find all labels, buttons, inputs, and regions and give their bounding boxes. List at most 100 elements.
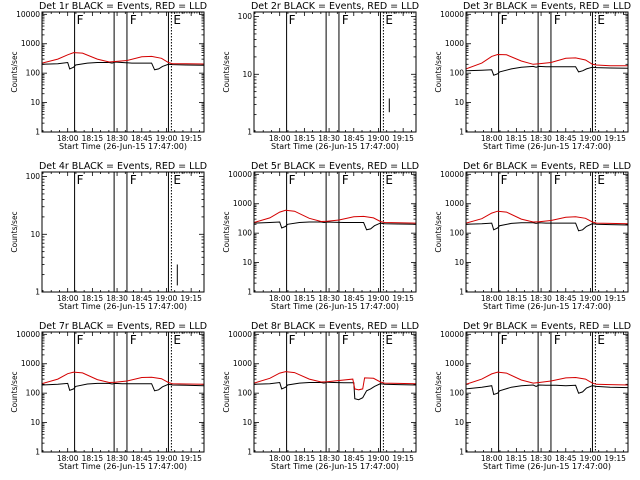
plot-area	[42, 371, 204, 392]
y-axis-label: Counts/sec	[434, 211, 443, 252]
plot-frame	[253, 331, 417, 453]
x-tick-label: 18:00	[481, 134, 503, 143]
x-tick-label: 18:30	[318, 294, 340, 303]
event-flag: F	[77, 173, 84, 187]
event-flag: F	[554, 333, 561, 347]
plot-area	[42, 52, 204, 71]
x-tick-label: 18:15	[82, 294, 104, 303]
x-tick-label: 18:30	[106, 134, 128, 143]
lld-series-line	[42, 52, 204, 65]
x-tick-label: 19:00	[368, 454, 390, 463]
x-tick-label: 18:45	[555, 454, 577, 463]
chart-title: Det 8r BLACK = Events, RED = LLD	[251, 321, 419, 332]
event-flag: F	[77, 13, 84, 27]
chart-panel: Det 7r BLACK = Events, RED = LLD 1 10 100 10…	[10, 321, 207, 471]
x-tick-label: 18:15	[506, 134, 528, 143]
chart-title: Det 1r BLACK = Events, RED = LLD	[39, 1, 207, 12]
event-flag: F	[554, 13, 561, 27]
x-tick-label: 18:45	[343, 454, 365, 463]
x-tick-label: 18:30	[106, 294, 128, 303]
y-tick-label: 100	[26, 69, 41, 78]
x-tick-label: 19:15	[604, 294, 626, 303]
chart-panel: Det 1r BLACK = Events, RED = LLD 1 10 100 10…	[10, 1, 207, 151]
chart-panel: Det 5r BLACK = Events, RED = LLD 1 10 100 10…	[222, 161, 419, 311]
event-flag: F	[289, 173, 296, 187]
chart-panel: Det 6r BLACK = Events, RED = LLD 1 10 100 10…	[434, 161, 631, 311]
event-flag: E	[173, 333, 181, 347]
y-tick-label: 100	[450, 229, 465, 238]
y-tick-label: 100	[26, 172, 41, 181]
y-tick-label: 10000	[440, 330, 464, 339]
y-tick-label: 100	[26, 389, 41, 398]
x-tick-label: 18:00	[269, 134, 291, 143]
y-tick-label: 10	[454, 98, 464, 107]
chart-panel: Det 8r BLACK = Events, RED = LLD 1 10 100 10…	[222, 321, 419, 471]
y-tick-label: 1000	[21, 359, 40, 368]
y-tick-label: 10	[242, 70, 252, 79]
x-tick-label: 19:00	[368, 294, 390, 303]
x-tick-label: 18:30	[318, 134, 340, 143]
events-series-line	[466, 384, 628, 396]
chart-title: Det 6r BLACK = Events, RED = LLD	[463, 161, 631, 172]
y-axis-label: Counts/sec	[222, 51, 231, 92]
y-tick-label: 10	[242, 258, 252, 267]
event-flag: F	[501, 13, 508, 27]
chart-title: Det 2r BLACK = Events, RED = LLD	[251, 1, 419, 12]
y-axis-label: Counts/sec	[222, 371, 231, 412]
y-tick-label: 1000	[233, 199, 252, 208]
plot-frame	[253, 171, 417, 293]
y-tick-label: 1	[35, 128, 40, 137]
events-series-line	[466, 222, 628, 232]
event-flag: E	[385, 173, 393, 187]
y-tick-label: 10000	[228, 330, 252, 339]
y-tick-label: 100	[238, 229, 253, 238]
x-tick-label: 19:00	[580, 134, 602, 143]
plot-frame	[465, 331, 629, 453]
y-tick-label: 10	[454, 258, 464, 267]
y-tick-label: 100	[238, 389, 253, 398]
y-tick-label: 1000	[445, 199, 464, 208]
x-tick-label: 18:15	[294, 134, 316, 143]
plot-frame	[253, 11, 417, 133]
x-axis-label: Start Time (26-Jun-15 17:47:00)	[271, 142, 399, 151]
x-tick-label: 18:30	[530, 454, 552, 463]
x-tick-label: 18:00	[57, 294, 79, 303]
y-axis-label: Counts/sec	[222, 211, 231, 252]
y-tick-label: 1000	[233, 359, 252, 368]
y-axis-label: Counts/sec	[10, 211, 19, 252]
y-tick-label: 100	[450, 69, 465, 78]
event-flag: E	[385, 333, 393, 347]
x-axis-label: Start Time (26-Jun-15 17:47:00)	[271, 302, 399, 311]
x-axis-label: Start Time (26-Jun-15 17:47:00)	[483, 462, 611, 471]
event-flag: F	[501, 333, 508, 347]
y-tick-label: 10000	[440, 170, 464, 179]
y-tick-label: 10	[30, 98, 40, 107]
y-tick-label: 10	[30, 418, 40, 427]
x-tick-label: 19:00	[368, 134, 390, 143]
x-tick-label: 18:30	[106, 454, 128, 463]
x-tick-label: 19:15	[180, 294, 202, 303]
event-flag: E	[597, 13, 605, 27]
plot-area	[466, 53, 628, 76]
plot-frame	[41, 331, 205, 453]
x-tick-label: 18:30	[318, 454, 340, 463]
x-tick-label: 18:00	[481, 454, 503, 463]
y-tick-label: 10000	[16, 330, 40, 339]
event-flag: F	[342, 333, 349, 347]
y-tick-label: 1	[459, 288, 464, 297]
x-tick-label: 19:00	[156, 134, 178, 143]
x-tick-label: 19:15	[392, 134, 414, 143]
y-tick-label: 1	[35, 448, 40, 457]
x-axis-label: Start Time (26-Jun-15 17:47:00)	[59, 142, 187, 151]
x-tick-label: 18:30	[530, 294, 552, 303]
y-axis-label: Counts/sec	[434, 371, 443, 412]
chart-title: Det 3r BLACK = Events, RED = LLD	[463, 1, 631, 12]
event-flag: F	[554, 173, 561, 187]
lld-series-line	[466, 210, 628, 225]
event-flag: F	[130, 173, 137, 187]
x-tick-label: 18:45	[555, 134, 577, 143]
x-tick-label: 19:00	[580, 454, 602, 463]
x-tick-label: 18:00	[57, 454, 79, 463]
y-tick-label: 1000	[21, 39, 40, 48]
y-tick-label: 1	[35, 288, 40, 297]
